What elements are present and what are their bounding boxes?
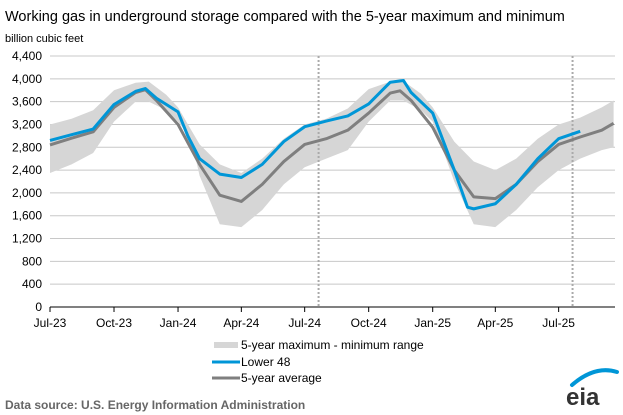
y-tick-label: 1,600 (12, 209, 42, 223)
x-tick-label: Jul-23 (34, 316, 67, 330)
chart-title: Working gas in underground storage compa… (5, 9, 565, 25)
x-tick-label: Oct-24 (351, 316, 387, 330)
y-axis-label: billion cubic feet (5, 33, 83, 45)
y-tick-label: 1,200 (12, 232, 42, 246)
legend-swatch-range (214, 342, 238, 348)
y-tick-label: 3,200 (12, 117, 42, 131)
y-tick-label: 2,400 (12, 163, 42, 177)
lower48-line (49, 79, 581, 211)
x-tick-label: Apr-25 (477, 316, 513, 330)
x-tick-label: Jan-24 (160, 316, 197, 330)
y-tick-label: 2,000 (12, 186, 42, 200)
y-tick-label: 0 (35, 300, 42, 314)
legend-label-range: 5-year maximum - minimum range (241, 338, 424, 352)
y-tick-label: 3,600 (12, 95, 42, 109)
x-tick-label: Oct-23 (96, 316, 132, 330)
x-tick-label: Apr-24 (223, 316, 259, 330)
legend: 5-year maximum - minimum range Lower 48 … (212, 338, 424, 385)
y-tick-label: 4,000 (12, 72, 42, 86)
data-source: Data source: U.S. Energy Information Adm… (5, 398, 305, 412)
y-tick-label: 2,800 (12, 140, 42, 154)
y-tick-label: 800 (22, 254, 42, 268)
y-tick-label: 400 (22, 277, 42, 291)
y-tick-label: 4,400 (12, 49, 42, 63)
x-tick-label: Jan-25 (414, 316, 451, 330)
range-band (50, 81, 614, 228)
legend-label-average: 5-year average (241, 371, 322, 385)
x-tick-label: Jul-25 (542, 316, 575, 330)
legend-label-lower48: Lower 48 (241, 355, 291, 369)
x-tick-label: Jul-24 (288, 316, 321, 330)
svg-text:eia: eia (566, 384, 600, 411)
eia-logo: eia (566, 368, 619, 411)
